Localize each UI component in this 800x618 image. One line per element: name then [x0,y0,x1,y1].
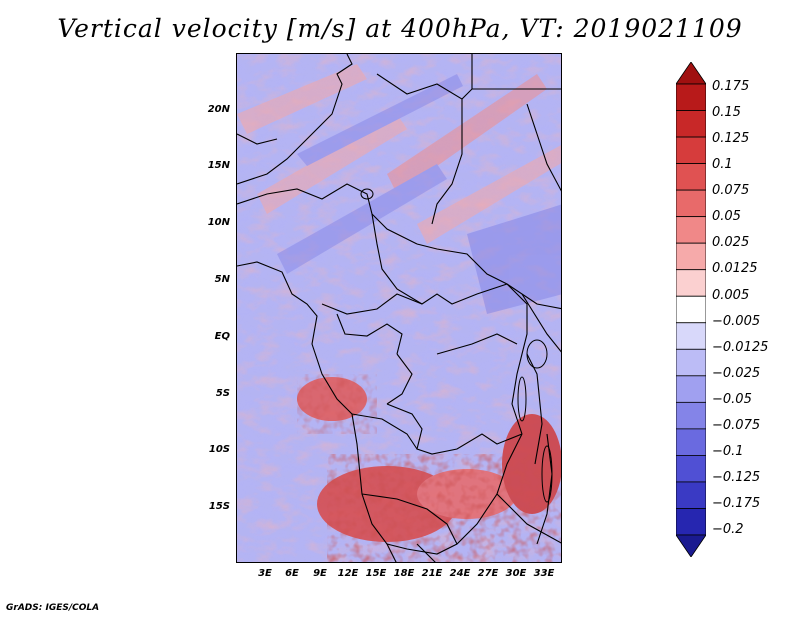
lon-label-3e: 3E [258,568,272,579]
lon-label-33e: 33E [533,568,555,579]
colorbar-label: 0.1 [712,157,733,172]
colorbar-segment [676,189,706,218]
colorbar-segment [676,216,706,244]
lat-label-10n: 10N [207,217,230,228]
colorbar-segment [676,401,706,430]
lon-label-6e: 6E [285,568,299,579]
lon-label-18e: 18E [393,568,415,579]
colorbar-label: 0.025 [712,235,750,250]
colorbar-segment [676,348,706,377]
colorbar-segment [676,110,706,138]
colorbar-segment [676,295,706,324]
lon-label-9e: 9E [313,568,327,579]
colorbar-segment [676,481,706,509]
lon-label-24e: 24E [449,568,471,579]
colorbar-label: −0.05 [712,392,752,407]
colorbar-label: −0.025 [712,366,761,381]
colorbar-label: 0.175 [712,79,750,94]
colorbar-label: 0.05 [712,209,741,224]
map-title: Vertical velocity [m/s] at 400hPa, VT: 2… [57,14,743,43]
lon-label-12e: 12E [337,568,359,579]
colorbar-segment [676,163,706,191]
colorbar-label: −0.0125 [712,340,769,355]
velocity-map [236,53,562,563]
colorbar-segment [676,83,706,111]
colorbar-label: 0.15 [712,105,741,120]
lon-label-15e: 15E [365,568,387,579]
colorbar-label: −0.075 [712,418,761,433]
colorbar-segment [676,375,706,403]
lat-label-20n: 20N [207,104,230,115]
colorbar-segment [676,455,706,483]
lon-label-21e: 21E [421,568,443,579]
velocity-field [237,54,561,562]
credit-text: GrADS: IGES/COLA [6,603,100,613]
lon-label-30e: 30E [505,568,527,579]
colorbar-segment [676,242,706,271]
colorbar-label: −0.1 [712,444,744,459]
colorbar-segment [676,62,706,85]
colorbar [676,62,706,557]
lat-label-15n: 15N [207,160,230,171]
colorbar-label: 0.0125 [712,261,758,276]
colorbar-segment [676,428,706,456]
lat-label-15s: 15S [208,501,230,512]
colorbar-segment [676,269,706,297]
colorbar-label: −0.2 [712,522,744,537]
colorbar-label: 0.075 [712,183,750,198]
lat-label-eq: EQ [214,331,230,342]
colorbar-segment [676,508,706,536]
colorbar-segment [676,136,706,164]
colorbar-segment [676,534,706,557]
colorbar-label: 0.125 [712,131,750,146]
lat-label-5n: 5N [214,274,230,285]
colorbar-label: −0.125 [712,470,761,485]
colorbar-label: −0.175 [712,496,761,511]
colorbar-label: 0.005 [712,288,750,303]
colorbar-segment [676,322,706,350]
lat-label-5s: 5S [215,388,230,399]
lon-label-27e: 27E [477,568,499,579]
lat-label-10s: 10S [208,444,230,455]
colorbar-label: −0.005 [712,314,761,329]
